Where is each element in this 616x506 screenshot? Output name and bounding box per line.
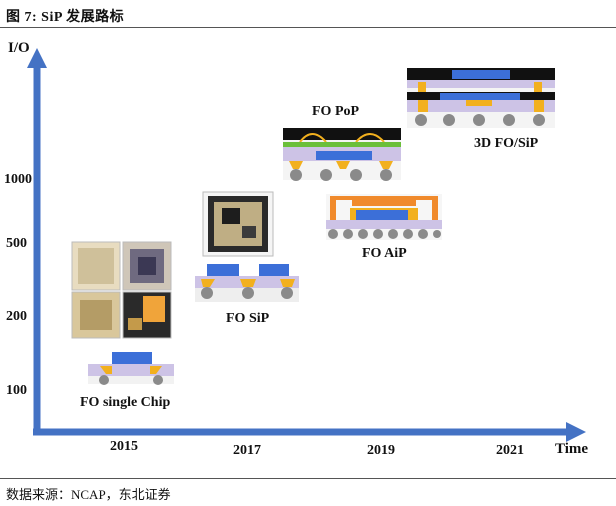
y-axis-title: I/O: [8, 40, 30, 56]
fo-pop-schematic: [283, 128, 401, 181]
fo-3d-sip-schematic: [407, 68, 555, 128]
fo-single-chip-schematic: [88, 350, 174, 385]
stage-label-3d-fo-sip: 3D FO/SiP: [474, 136, 539, 151]
y-tick-label: 100: [6, 383, 27, 398]
x-axis-arrowhead: [566, 422, 586, 442]
x-tick-label: 2017: [233, 443, 261, 458]
y-axis-arrowhead: [27, 48, 47, 68]
stage-label-fo-sip: FO SiP: [226, 311, 270, 326]
fo-sip-schematic: [195, 262, 299, 302]
source-rule: [0, 478, 616, 479]
fo-single-chip-photos: [71, 241, 172, 339]
fo-sip-photo: [202, 191, 274, 257]
x-tick-label: 2015: [110, 439, 138, 454]
stage-label-fo-single-chip: FO single Chip: [80, 395, 171, 410]
stage-label-fo-pop: FO PoP: [312, 104, 360, 119]
stage-label-fo-aip: FO AiP: [362, 246, 407, 261]
x-tick-label: 2021: [496, 443, 524, 458]
y-tick-label: 200: [6, 309, 27, 324]
source-note: 数据来源：NCAP，东北证券: [6, 487, 171, 502]
title-rule: [0, 27, 616, 28]
y-tick-label: 1000: [4, 172, 32, 187]
x-tick-label: 2019: [367, 443, 395, 458]
figure-title: 图 7: SiP 发展路标: [6, 10, 125, 25]
y-tick-label: 500: [6, 236, 27, 251]
fo-aip-schematic: [326, 194, 442, 240]
x-axis-title: Time: [555, 441, 589, 457]
